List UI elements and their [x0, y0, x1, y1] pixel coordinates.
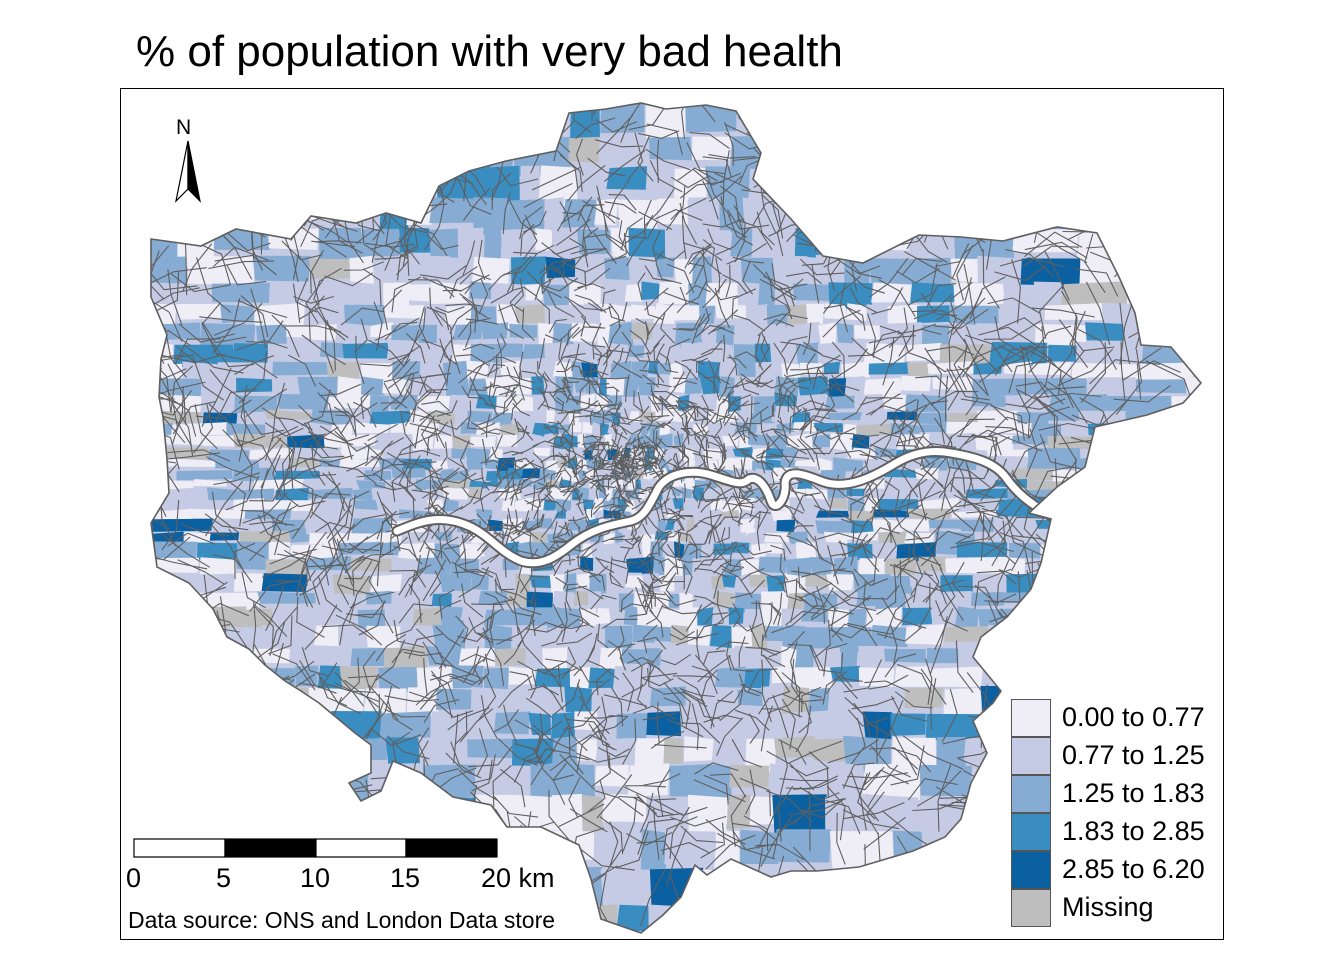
london-outline — [150, 102, 1203, 934]
scale-tick-15: 15 — [390, 863, 421, 893]
legend-swatch — [1011, 699, 1051, 737]
north-arrow-label: N — [176, 116, 192, 139]
scale-tick-10: 10 — [300, 863, 331, 893]
data-source-credit: Data source: ONS and London Data store — [128, 907, 556, 933]
scale-tick-5: 5 — [216, 863, 232, 893]
legend-label: Missing — [1062, 892, 1154, 922]
legend-swatch — [1011, 775, 1051, 813]
legend-label: 0.77 to 1.25 — [1062, 740, 1205, 770]
map-title: % of population with very bad health — [136, 27, 843, 76]
legend-label: 1.83 to 2.85 — [1062, 816, 1205, 846]
scale-bar — [133, 838, 498, 858]
legend-label: 1.25 to 1.83 — [1062, 778, 1205, 808]
legend-label: 2.85 to 6.20 — [1062, 854, 1205, 884]
scale-tick-0: 0 — [126, 863, 142, 893]
london-choropleth-map — [121, 89, 1223, 939]
map-frame: N 0 5 10 15 20 km Data source: ONS and L… — [120, 88, 1224, 940]
legend-swatch — [1011, 889, 1051, 927]
river-thames — [393, 447, 1057, 567]
legend-swatch — [1011, 851, 1051, 889]
legend-label: 0.00 to 0.77 — [1062, 702, 1205, 732]
north-arrow-icon — [175, 140, 201, 203]
scale-tick-20: 20 km — [481, 863, 555, 893]
legend-swatch — [1011, 737, 1051, 775]
legend-swatch — [1011, 813, 1051, 851]
